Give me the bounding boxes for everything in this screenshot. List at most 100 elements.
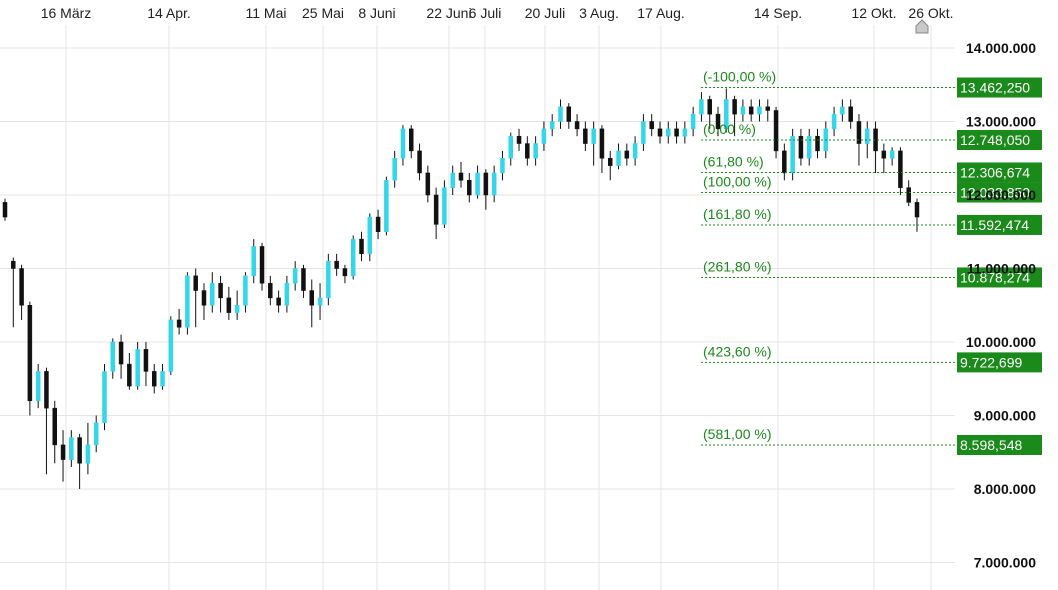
candle-body-up <box>110 341 116 372</box>
fib-level[interactable]: (581,00 %) 8.598,548 <box>701 426 1042 456</box>
candle-body-down <box>301 268 306 291</box>
candle <box>906 180 911 207</box>
candle-body-down <box>127 363 132 387</box>
candle <box>367 213 373 262</box>
x-tick-label: 12 Okt. <box>851 5 896 21</box>
candle <box>641 114 646 151</box>
candle <box>2 198 8 221</box>
candle <box>35 364 41 409</box>
candle <box>185 272 190 335</box>
candle <box>491 165 497 203</box>
x-tick-label: 17 Aug. <box>637 5 685 21</box>
candle-body-down <box>342 268 348 277</box>
candle-body-down <box>27 305 33 402</box>
grid-lines <box>0 25 955 590</box>
fib-level[interactable]: (61,80 %) 12.306,674 <box>701 153 1042 183</box>
x-tick-label: 20 Juli <box>525 5 565 21</box>
candle-body-down <box>151 371 157 387</box>
y-tick-label: 10.000.000 <box>966 334 1036 350</box>
candle-body-up <box>549 121 555 130</box>
candle <box>624 143 630 166</box>
fib-value-badge <box>957 214 1042 235</box>
candle-body-up <box>350 238 356 277</box>
candle-body-up <box>682 128 688 137</box>
x-tick-label: 22 Juni <box>426 5 471 21</box>
candle <box>616 143 621 170</box>
y-tick-label: 11.000.000 <box>967 261 1037 277</box>
candle <box>60 430 66 482</box>
candle-body-up <box>500 158 505 174</box>
fib-value-badge <box>957 77 1042 98</box>
candle <box>85 422 91 475</box>
candle <box>317 283 323 320</box>
candle-body-down <box>276 297 281 306</box>
candle-body-up <box>450 172 455 188</box>
candle <box>599 125 605 173</box>
candle <box>417 143 422 181</box>
candle-body-up <box>475 172 480 196</box>
candle-body-down <box>707 99 712 115</box>
fib-label: (-100,00 %) <box>703 69 776 85</box>
candle-body-down <box>2 202 8 218</box>
candle <box>160 364 165 390</box>
fib-level[interactable]: (261,80 %) 10.878,274 <box>701 258 1042 288</box>
x-tick-label: 25 Mai <box>302 5 344 21</box>
scroll-up-arrow-icon[interactable] <box>915 19 929 34</box>
candle <box>516 128 522 151</box>
fib-level[interactable]: (161,80 %) 11.592,474 <box>701 206 1042 235</box>
candle-body-up <box>93 422 99 446</box>
candle-body-up <box>541 128 547 144</box>
fib-level[interactable]: (423,60 %) 9.722,699 <box>701 343 1042 373</box>
candle-body-down <box>649 121 654 130</box>
y-tick-label: 13.000.000 <box>966 114 1036 130</box>
candle-body-up <box>160 371 165 387</box>
candle-body-down <box>657 128 663 137</box>
candlesticks <box>2 88 920 489</box>
candle-body-down <box>798 135 804 159</box>
candle <box>52 400 57 464</box>
candle-body-up <box>367 216 373 255</box>
candle-body-up <box>284 282 290 306</box>
candle-body-up <box>251 246 256 277</box>
candle-body-up <box>317 297 323 306</box>
candle-body-up <box>533 143 538 159</box>
candle-body-up <box>831 113 837 130</box>
candle <box>815 128 820 159</box>
candle-body-down <box>218 282 223 299</box>
candle <box>707 95 712 129</box>
fib-label: (261,80 %) <box>703 258 771 274</box>
fib-level[interactable]: (0,00 %) 12.748,050 <box>701 121 1042 151</box>
candle <box>831 106 837 137</box>
fib-level[interactable]: (-100,00 %) 13.462,250 <box>701 69 1042 98</box>
fib-label: (161,80 %) <box>703 206 771 222</box>
candle <box>591 121 596 166</box>
candle-body-up <box>491 172 497 196</box>
candle <box>500 150 505 181</box>
candle <box>392 150 397 188</box>
candle-body-down <box>458 172 464 181</box>
candle-body-up <box>85 444 91 464</box>
candle <box>782 143 787 181</box>
fibonacci-levels: (-100,00 %)13.462,250(0,00 %)12.748,050(… <box>701 69 1042 456</box>
fib-value-badge <box>957 162 1042 183</box>
fib-value-badge <box>957 435 1042 456</box>
fib-label: (423,60 %) <box>703 343 771 359</box>
candle-body-up <box>292 268 298 284</box>
candle-body-down <box>715 113 721 130</box>
candle <box>409 125 414 159</box>
fib-level[interactable]: (100,00 %) 12.033,850 <box>701 174 1042 203</box>
candle-body-down <box>201 290 207 306</box>
candle-body-down <box>193 275 198 291</box>
y-tick-label: 7.000.000 <box>974 555 1036 571</box>
x-tick-label: 14 Sep. <box>754 5 802 21</box>
candle-body-up <box>666 128 671 137</box>
fib-label: (581,00 %) <box>703 426 771 442</box>
candle-body-down <box>856 121 862 144</box>
candle-body-down <box>11 260 16 269</box>
candle-body-down <box>607 158 613 166</box>
candle-body-down <box>765 106 771 111</box>
candle <box>218 275 223 313</box>
candle-body-up <box>392 158 397 181</box>
candle <box>740 99 746 122</box>
